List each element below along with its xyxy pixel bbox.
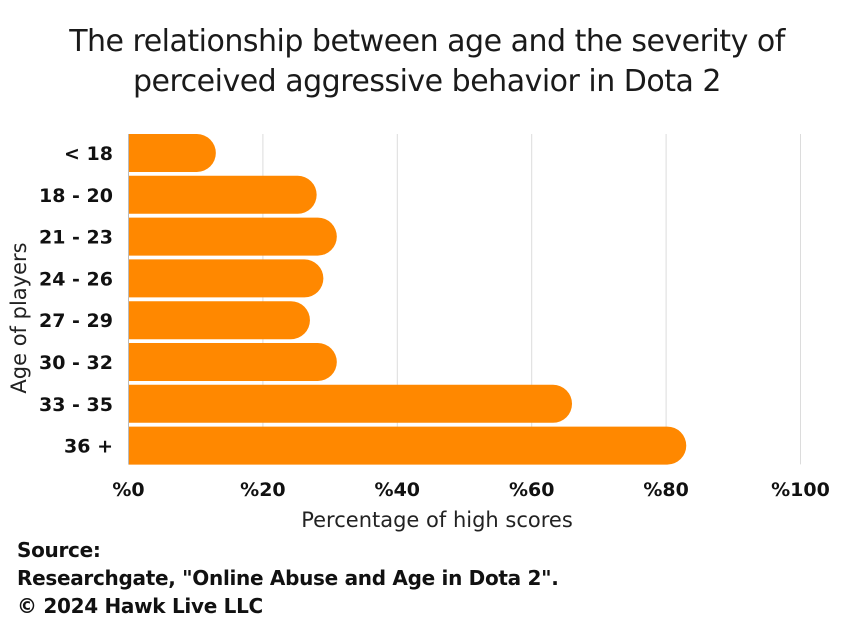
y-axis-title: Age of players: [7, 242, 31, 393]
bar: [128, 217, 337, 256]
bar: [128, 134, 216, 172]
chart-title: The relationship between age and the sev…: [0, 22, 854, 102]
chart-title-line-2: perceived aggressive behavior in Dota 2: [132, 64, 722, 99]
x-tick-label: %60: [509, 479, 554, 501]
copyright: © 2024 Hawk Live LLC: [17, 594, 263, 618]
y-tick-label: 18 - 20: [39, 185, 113, 207]
x-tick-label: %80: [643, 479, 688, 501]
bar: [128, 343, 337, 381]
y-tick-label: 27 - 29: [39, 310, 113, 332]
x-tick-label: %100: [771, 479, 830, 501]
bar: [128, 426, 687, 465]
source-text: Researchgate, "Online Abuse and Age in D…: [17, 566, 559, 590]
y-tick-label: 24 - 26: [39, 268, 113, 290]
source-block: Source: Researchgate, "Online Abuse and …: [17, 536, 559, 620]
chart-title-line-1: The relationship between age and the sev…: [69, 24, 785, 59]
y-tick-label: 30 - 32: [39, 352, 113, 374]
y-tick-label: 36 +: [64, 436, 113, 458]
x-tick-label: %20: [240, 479, 285, 501]
y-tick-label: < 18: [64, 143, 113, 165]
bar: [128, 384, 573, 423]
bar: [128, 259, 324, 298]
bar: [128, 175, 317, 214]
x-axis-title: Percentage of high scores: [301, 508, 573, 532]
bar: [128, 301, 310, 340]
source-label: Source:: [17, 538, 101, 562]
y-tick-label: 33 - 35: [39, 394, 113, 416]
x-tick-label: %40: [375, 479, 420, 501]
y-tick-label: 21 - 23: [39, 227, 113, 249]
x-tick-label: %0: [112, 479, 144, 501]
